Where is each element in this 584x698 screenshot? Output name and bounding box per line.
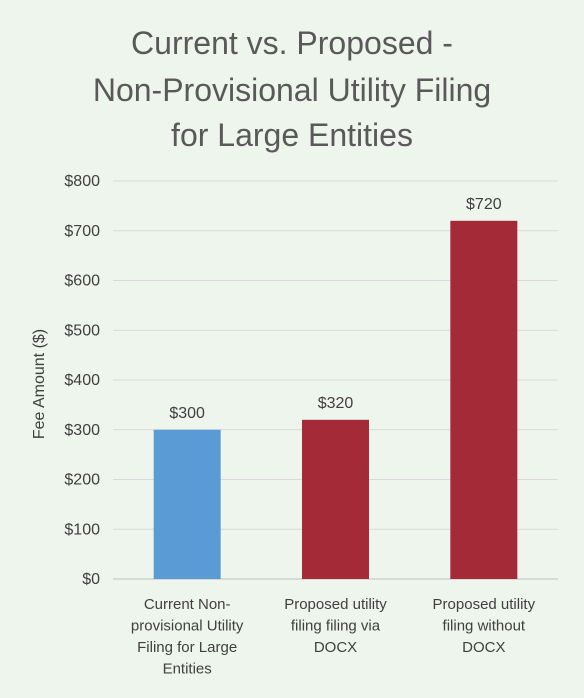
chart-title-line-1: Current vs. Proposed - bbox=[131, 25, 453, 61]
x-category-label-3: Proposed utility bbox=[433, 596, 536, 613]
chart-title: Current vs. Proposed - Non-Provisional Ut… bbox=[93, 25, 491, 153]
data-labels: $300 $320 $720 bbox=[169, 196, 501, 422]
y-tick-label: $600 bbox=[64, 273, 100, 290]
x-category-label-1: Current Non- bbox=[144, 596, 231, 613]
y-tick-label: $800 bbox=[64, 173, 100, 190]
data-label-2: $320 bbox=[318, 395, 354, 412]
y-tick-label: $100 bbox=[64, 521, 100, 538]
y-tick-label: $0 bbox=[82, 571, 100, 588]
bar-1 bbox=[153, 429, 221, 579]
chart-title-line-3: for Large Entities bbox=[171, 117, 413, 153]
x-category-label-3: DOCX bbox=[462, 639, 505, 656]
y-axis-title: Fee Amount ($) bbox=[31, 329, 48, 439]
x-category-label-3: filing without bbox=[443, 618, 526, 635]
x-category-label-1: provisional Utility bbox=[131, 618, 244, 635]
data-label-1: $300 bbox=[169, 405, 205, 422]
bars bbox=[153, 220, 518, 580]
y-tick-label: $700 bbox=[64, 223, 100, 240]
x-category-label-1: Entities bbox=[163, 661, 212, 678]
x-category-label-2: filing filing via bbox=[291, 618, 381, 635]
x-category-label-2: DOCX bbox=[314, 639, 357, 656]
y-tick-label: $500 bbox=[64, 322, 100, 339]
y-tick-label: $400 bbox=[64, 372, 100, 389]
y-tick-label: $200 bbox=[64, 472, 100, 489]
y-axis-ticks: $0 $100 $200 $300 $400 $500 $600 $700 $800 bbox=[64, 173, 100, 588]
x-category-label-1: Filing for Large bbox=[137, 639, 237, 656]
bar-2 bbox=[302, 419, 369, 579]
x-category-label-2: Proposed utility bbox=[284, 596, 387, 613]
chart-title-line-2: Non-Provisional Utility Filing bbox=[93, 72, 491, 108]
data-label-3: $720 bbox=[466, 196, 502, 213]
y-tick-label: $300 bbox=[64, 422, 100, 439]
bar-3 bbox=[450, 220, 518, 580]
x-axis-categories: Current Non-provisional Utility Filing fo… bbox=[131, 596, 536, 678]
